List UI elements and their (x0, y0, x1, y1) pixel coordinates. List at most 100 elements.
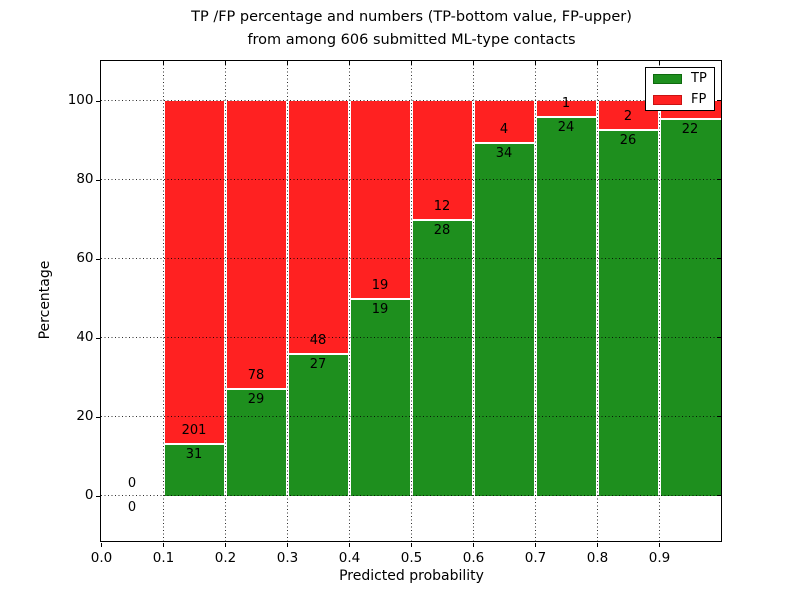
right-tick-20 (717, 416, 721, 418)
fp-count-label-0.3-0.4: 48 (309, 333, 327, 349)
bar-tp-0.4-0.5 (350, 298, 410, 496)
tp-count-label-0.6-0.7: 34 (495, 146, 513, 162)
legend-entry-FP: FP (646, 90, 714, 110)
bar-count-labels-layer: 00201317829482719191228434124226122 (101, 61, 721, 541)
bar-tp-0.3-0.4 (288, 353, 348, 496)
left-tick-20 (96, 416, 100, 418)
tp-count-label-0.8-0.9: 26 (619, 132, 637, 148)
bottom-tick-0.3 (287, 543, 288, 547)
left-tick-40 (96, 337, 100, 339)
fp-count-label-0.1-0.2: 201 (181, 422, 207, 438)
gridline-x-0.9 (658, 61, 660, 541)
bar-fp-0.7-0.8 (536, 100, 596, 117)
bar-fp-0.1-0.2 (164, 100, 224, 443)
tp-count-label-0.9-1.0: 22 (681, 121, 699, 137)
y-tick-label-40: 40 (76, 329, 94, 346)
top-tick-0.3 (286, 61, 288, 65)
gridline-x-0.8 (596, 61, 598, 541)
bar-tp-0.8-0.9 (598, 128, 658, 496)
fp-count-label-0.2-0.3: 78 (247, 368, 265, 384)
legend-label-TP: TP (691, 71, 707, 86)
x-tick-label-0.4: 0.4 (338, 549, 361, 566)
left-tick-100 (96, 100, 100, 102)
right-tick-80 (717, 179, 721, 181)
y-tick-label-100: 100 (67, 92, 94, 108)
x-tick-label-0.8: 0.8 (586, 549, 609, 566)
fp-count-label-0.6-0.7: 4 (499, 122, 509, 138)
tp-count-label-0.0-0.1: 0 (127, 499, 137, 515)
bar-fp-0.4-0.5 (350, 100, 410, 299)
x-tick-label-0.1: 0.1 (152, 549, 175, 566)
gridline-x-0.4 (348, 61, 350, 541)
bar-fp-0.2-0.3 (226, 100, 286, 389)
legend-entry-TP: TP (646, 69, 714, 89)
bar-fp-0.3-0.4 (288, 100, 348, 354)
y-tick-label-20: 20 (76, 408, 94, 425)
fp-count-label-0.7-0.8: 1 (561, 96, 571, 112)
legend: TP FP (645, 67, 715, 111)
inner-tick-layer (101, 61, 721, 541)
bar-tp-0.2-0.3 (226, 388, 286, 496)
bottom-tick-0.5 (411, 543, 412, 547)
bottom-tick-0.1 (163, 543, 164, 547)
fp-count-label-0.0-0.1: 0 (127, 475, 137, 491)
top-tick-0.2 (224, 61, 226, 65)
bar-tp-0.5-0.6 (412, 219, 472, 496)
fp-count-label-0.4-0.5: 19 (371, 278, 389, 294)
gridline-x-0.2 (224, 61, 226, 541)
gridline-x-0.1 (162, 61, 164, 541)
gridline-x-0.6 (472, 61, 474, 541)
left-tick-60 (96, 258, 100, 260)
x-tick-label-0.9: 0.9 (648, 549, 671, 566)
bottom-tick-0.6 (473, 543, 474, 547)
bar-tp-0.1-0.2 (164, 442, 224, 496)
x-tick-label-0.3: 0.3 (276, 549, 299, 566)
bar-tp-0.6-0.7 (474, 142, 534, 496)
right-tick-100 (717, 100, 721, 101)
bars-layer (101, 61, 721, 541)
bottom-tick-0.4 (349, 543, 350, 547)
top-tick-0.7 (534, 61, 536, 65)
x-tick-label-0.6: 0.6 (462, 549, 485, 566)
x-tick-label-0.0: 0.0 (90, 549, 113, 566)
top-tick-0.5 (410, 61, 412, 65)
plot-area: 00201317829482719191228434124226122 (100, 60, 722, 542)
left-tick-80 (96, 179, 100, 181)
legend-swatch-FP (653, 95, 682, 105)
bottom-tick-0.7 (535, 543, 536, 547)
y-axis-label: Percentage (37, 260, 53, 340)
legend-label-FP: FP (691, 92, 707, 107)
bottom-tick-0.9 (659, 543, 660, 547)
y-tick-label-0: 0 (84, 487, 94, 504)
x-tick-label-0.5: 0.5 (400, 549, 423, 566)
right-tick-0 (717, 495, 721, 497)
top-tick-0.8 (596, 61, 598, 65)
gridline-x-0.3 (286, 61, 288, 541)
chart-title-line2: from among 606 submitted ML-type contact… (247, 32, 576, 48)
bar-tp-0.9-1.0 (660, 117, 721, 496)
gridline-x-0.7 (534, 61, 536, 541)
bottom-tick-0.2 (225, 543, 226, 547)
x-tick-label-0.7: 0.7 (524, 549, 547, 566)
right-tick-40 (717, 337, 721, 339)
bar-fp-0.5-0.6 (412, 100, 472, 220)
bottom-tick-0.8 (597, 543, 598, 547)
top-tick-0.4 (348, 61, 350, 65)
top-tick-0.1 (162, 61, 164, 65)
fp-count-label-0.5-0.6: 12 (433, 199, 451, 215)
top-tick-0.9 (658, 61, 660, 65)
grid-layer (101, 61, 721, 541)
bottom-tick-0.0 (101, 543, 102, 547)
top-tick-0.6 (472, 61, 474, 65)
tp-count-label-0.1-0.2: 31 (185, 446, 203, 462)
tp-count-label-0.3-0.4: 27 (309, 357, 327, 373)
left-tick-0 (96, 495, 100, 497)
x-axis-label: Predicted probability (339, 568, 484, 584)
chart-title-line1: TP /FP percentage and numbers (TP-bottom… (191, 9, 632, 25)
gridline-x-0.5 (410, 61, 412, 541)
tp-count-label-0.2-0.3: 29 (247, 392, 265, 408)
legend-swatch-TP (653, 74, 682, 84)
y-tick-label-60: 60 (76, 250, 94, 267)
chart-title: TP /FP percentage and numbers (TP-bottom… (100, 6, 723, 52)
